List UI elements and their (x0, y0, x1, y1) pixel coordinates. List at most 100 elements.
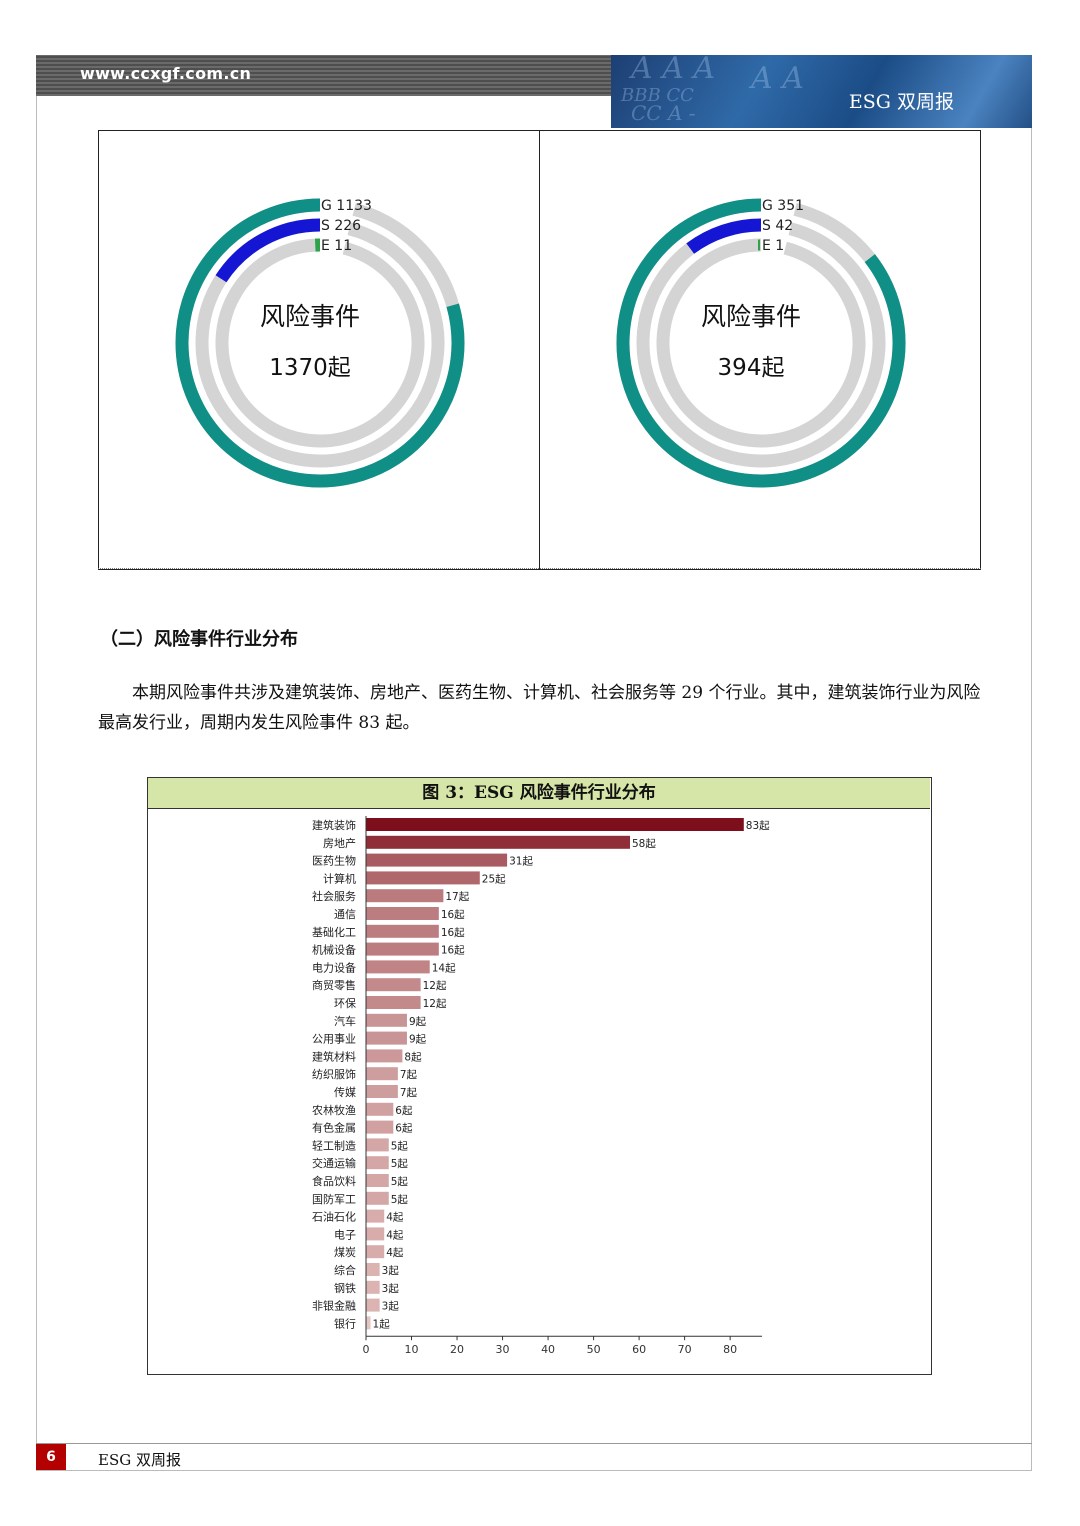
bar-9 (366, 978, 421, 992)
value-label: 9起 (409, 1016, 427, 1028)
donut-divider (98, 568, 981, 569)
donut-svg: G 351 S 42 E 1 风险事件 394起 (616, 198, 906, 488)
category-label: 计算机 (323, 871, 356, 885)
value-label: 4起 (386, 1212, 404, 1224)
value-label: 5起 (391, 1194, 409, 1206)
category-label: 传媒 (334, 1086, 356, 1099)
bar-13 (366, 1049, 403, 1063)
paragraph-text: 本期风险事件共涉及建筑装饰、房地产、医药生物、计算机、社会服务等 29 个行业。… (98, 683, 981, 733)
value-label: 14起 (432, 962, 456, 974)
header-banner-image: A A A A A BBB CC CC A - ESG 双周报 (611, 55, 1032, 128)
value-label: 16起 (441, 909, 465, 921)
chart-title: 图 3：ESG 风险事件行业分布 (148, 778, 930, 809)
category-label: 建筑装饰 (312, 818, 356, 832)
bar-18 (366, 1138, 389, 1152)
category-label: 非银金融 (312, 1299, 356, 1313)
bar-16 (366, 1102, 394, 1116)
category-label: 钢铁 (334, 1282, 356, 1295)
x-tick-label: 60 (632, 1343, 646, 1356)
x-tick-label: 30 (496, 1343, 510, 1356)
header-title: ESG 双周报 (848, 91, 954, 113)
donut-center-value: 1370起 (269, 355, 351, 381)
x-tick-label: 0 (363, 1343, 370, 1356)
bar-4 (366, 889, 444, 903)
value-label: 8起 (404, 1051, 422, 1063)
bar-22 (366, 1209, 385, 1223)
bar-8 (366, 960, 430, 974)
donut-legend-g: G 351 (762, 198, 804, 214)
value-label: 7起 (400, 1069, 418, 1081)
bar-21 (366, 1191, 389, 1205)
value-label: 12起 (423, 980, 447, 992)
footer-line (36, 1443, 1032, 1444)
industry-bar-chart: 图 3：ESG 风险事件行业分布 建筑装饰 83起 房地产 58起 医药生物 31起 计算机… (147, 777, 932, 1375)
bar-1 (366, 835, 630, 849)
donut-legend-g: G 1133 (321, 198, 372, 214)
value-label: 4起 (386, 1247, 404, 1259)
value-label: 1起 (373, 1318, 391, 1330)
category-label: 电力设备 (312, 960, 356, 974)
value-label: 5起 (391, 1176, 409, 1188)
header-bar (36, 55, 611, 96)
category-label: 房地产 (323, 836, 356, 850)
x-tick-label: 80 (723, 1343, 737, 1356)
value-label: 7起 (400, 1087, 418, 1099)
value-label: 5起 (391, 1140, 409, 1152)
value-label: 6起 (395, 1105, 413, 1117)
category-label: 机械设备 (312, 943, 356, 957)
bar-28 (366, 1316, 371, 1330)
bar-27 (366, 1298, 380, 1312)
value-label: 16起 (441, 927, 465, 939)
value-label: 6起 (395, 1123, 413, 1135)
category-label: 交通运输 (312, 1156, 356, 1170)
bar-19 (366, 1156, 389, 1170)
bar-23 (366, 1227, 385, 1241)
category-label: 国防军工 (312, 1192, 356, 1206)
category-label: 石油石化 (312, 1210, 356, 1224)
donut-track (215, 238, 425, 448)
x-tick-label: 70 (678, 1343, 692, 1356)
footer-bottom-line (36, 1470, 1032, 1471)
category-label: 综合 (334, 1263, 356, 1277)
value-label: 4起 (386, 1229, 404, 1241)
bar-25 (366, 1263, 380, 1276)
value-label: 12起 (423, 998, 447, 1010)
category-label: 轻工制造 (312, 1138, 356, 1152)
bar-7 (366, 942, 439, 956)
value-label: 16起 (441, 945, 465, 957)
value-label: 3起 (382, 1301, 400, 1313)
page-number: 6 (36, 1444, 66, 1470)
category-label: 社会服务 (312, 889, 356, 903)
donut-center-title: 风险事件 (701, 302, 801, 331)
value-label: 3起 (382, 1283, 400, 1295)
section-title: （二）风险事件行业分布 (100, 629, 298, 650)
donut-arc-g (616, 198, 906, 488)
donut-arc-s (686, 218, 762, 254)
header-url[interactable]: www.ccxgf.com.cn (80, 64, 252, 83)
value-label: 25起 (482, 873, 506, 885)
donut-center-title: 风险事件 (260, 302, 360, 331)
value-label: 83起 (746, 820, 770, 832)
donut-chart-right: G 351 S 42 E 1 风险事件 394起 (539, 130, 981, 570)
category-label: 汽车 (334, 1014, 356, 1028)
category-label: 纺织服饰 (312, 1067, 356, 1081)
value-label: 3起 (382, 1265, 400, 1277)
donut-center-value: 394起 (718, 355, 785, 381)
bar-20 (366, 1174, 389, 1187)
category-label: 通信 (334, 908, 356, 921)
category-label: 食品饮料 (312, 1174, 356, 1188)
bar-17 (366, 1120, 394, 1134)
category-label: 基础化工 (312, 925, 356, 939)
footer-title: ESG 双周报 (98, 1451, 181, 1469)
value-label: 31起 (509, 856, 533, 868)
value-label: 58起 (632, 838, 656, 850)
donut-legend-s: S 226 (321, 218, 361, 234)
category-label: 建筑材料 (312, 1049, 356, 1063)
category-label: 环保 (334, 996, 356, 1010)
bar-2 (366, 853, 508, 867)
category-label: 煤炭 (334, 1246, 356, 1259)
category-label: 电子 (334, 1228, 356, 1241)
value-label: 5起 (391, 1158, 409, 1170)
donut-svg: G 1133 S 226 E 11 风险事件 1370起 (175, 198, 465, 488)
